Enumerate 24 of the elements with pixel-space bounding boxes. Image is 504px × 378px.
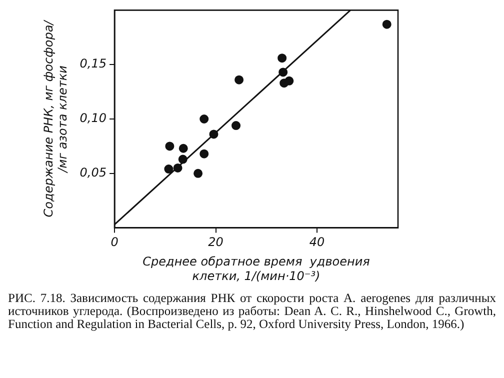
x-tick-label: 40 <box>309 235 325 250</box>
y-tick-label: 0,10 <box>80 111 107 126</box>
point <box>278 54 287 63</box>
y-tick-label: 0,15 <box>80 56 107 71</box>
text: РИС. 7.18. Зависимость содержания РНК от скорости роста A. aerogenes для различных источников углерода. (Воспроизведено из работы: Dean A. C. R., Hinshelwood C., Growth, Function and Regulation in Bacterial Cells, p. 92, Oxford University Press, London, 1966.) <box>8 291 496 331</box>
point <box>165 142 174 151</box>
point <box>278 68 288 77</box>
point <box>234 75 244 84</box>
x-axis-title: Среднее обратное время удвоения клетки, 1/(мин·10⁻³) <box>142 254 370 283</box>
point <box>164 164 174 174</box>
x-tick-label: 0 <box>110 235 119 250</box>
point <box>173 163 182 172</box>
point <box>200 114 209 124</box>
point <box>194 168 203 178</box>
y-axis-title: Содержание РНК, мг фосфора/ /мг азота клетки <box>41 18 70 218</box>
point <box>284 76 294 86</box>
x-tick-label: 20 <box>208 235 224 250</box>
y-tick-label: 0,05 <box>80 166 107 180</box>
point <box>232 121 241 130</box>
point <box>209 130 218 139</box>
point <box>200 149 209 158</box>
point <box>178 144 188 153</box>
point <box>178 154 188 164</box>
point <box>382 20 392 29</box>
